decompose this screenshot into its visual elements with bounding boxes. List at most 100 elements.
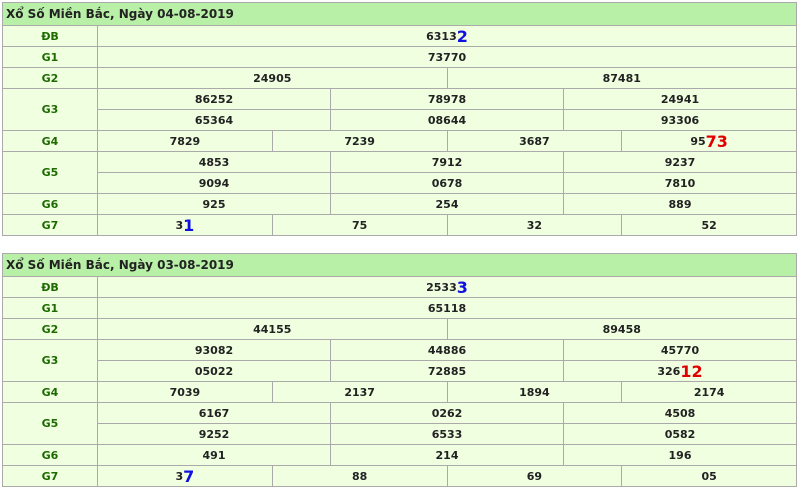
number-head: 3 <box>175 469 184 483</box>
number: 2137 <box>271 382 447 402</box>
prize-numbers: 86252 78978 24941 65364 08644 93306 <box>98 89 796 130</box>
prize-row: G5 6167 0262 4508 9252 6533 0582 <box>3 403 796 445</box>
number: 75 <box>271 215 447 235</box>
prize-label: G4 <box>3 131 98 151</box>
number-row: 7829 7239 3687 95 73 <box>98 131 796 151</box>
number-tail: 1 <box>183 215 195 235</box>
prize-label: G6 <box>3 445 98 465</box>
number: 65118 <box>427 301 467 315</box>
number: 08644 <box>330 110 563 130</box>
number-row: 24905 87481 <box>98 68 796 88</box>
number-row: 44155 89458 <box>98 319 796 339</box>
number-row: 491 214 196 <box>98 445 796 465</box>
prize-row: ĐB 2533 3 <box>3 277 796 298</box>
table-title: Xổ Số Miền Bắc, Ngày 04-08-2019 <box>3 3 796 26</box>
prize-numbers: 4853 7912 9237 9094 0678 7810 <box>98 152 796 193</box>
number-tail: 2 <box>456 26 468 46</box>
number: 7912 <box>330 152 563 172</box>
number: 05022 <box>194 364 234 378</box>
number: 44155 <box>253 322 292 336</box>
number: 254 <box>330 194 563 214</box>
prize-label: G1 <box>3 298 98 318</box>
number: 214 <box>330 445 563 465</box>
number-head: 3 <box>175 218 184 232</box>
number-row: 73770 <box>98 47 796 67</box>
number: 6167 <box>198 406 230 420</box>
number-row: 9252 6533 0582 <box>98 423 796 444</box>
number-row: 3 1 75 32 52 <box>98 215 796 235</box>
number-head: 95 <box>690 134 706 148</box>
prize-label: G4 <box>3 382 98 402</box>
number: 9094 <box>198 176 230 190</box>
number: 4508 <box>563 403 796 423</box>
number: 72885 <box>330 361 563 381</box>
number: 7810 <box>563 173 796 193</box>
number: 88 <box>271 466 447 486</box>
number: 7829 <box>169 134 201 148</box>
prize-row: G3 93082 44886 45770 05022 72885 326 12 <box>3 340 796 382</box>
prize-label: G2 <box>3 68 98 88</box>
prize-numbers: 44155 89458 <box>98 319 796 339</box>
prize-row: G7 3 1 75 32 52 <box>3 215 796 235</box>
number-row: 3 7 88 69 05 <box>98 466 796 486</box>
number-tail: 7 <box>183 466 195 486</box>
number-row: 6167 0262 4508 <box>98 403 796 423</box>
number: 889 <box>563 194 796 214</box>
number: 52 <box>621 215 796 235</box>
prize-numbers: 24905 87481 <box>98 68 796 88</box>
prize-numbers: 3 1 75 32 52 <box>98 215 796 235</box>
number: 44886 <box>330 340 563 360</box>
prize-label: G1 <box>3 47 98 67</box>
number: 24905 <box>253 71 292 85</box>
number-row: 65118 <box>98 298 796 318</box>
results-table: Xổ Số Miền Bắc, Ngày 04-08-2019 ĐB 6313 2 G1… <box>2 2 797 236</box>
prize-row: G7 3 7 88 69 05 <box>3 466 796 486</box>
number: 32 <box>446 215 622 235</box>
prize-numbers: 7039 2137 1894 2174 <box>98 382 796 402</box>
number: 9237 <box>563 152 796 172</box>
number: 196 <box>563 445 796 465</box>
prize-row: G6 491 214 196 <box>3 445 796 466</box>
number: 925 <box>202 197 226 211</box>
prize-numbers: 491 214 196 <box>98 445 796 465</box>
number: 45770 <box>563 340 796 360</box>
prize-row: G1 73770 <box>3 47 796 68</box>
number-head: 2533 <box>426 280 457 294</box>
number-row: 05022 72885 326 12 <box>98 360 796 381</box>
prize-label: G5 <box>3 403 98 444</box>
number-row: 93082 44886 45770 <box>98 340 796 360</box>
number: 1894 <box>446 382 622 402</box>
number: 491 <box>202 448 226 462</box>
number: 2174 <box>621 382 796 402</box>
prize-label: G3 <box>3 340 98 381</box>
number: 0678 <box>330 173 563 193</box>
prize-row: G3 86252 78978 24941 65364 08644 93306 <box>3 89 796 131</box>
number-row: 925 254 889 <box>98 194 796 214</box>
number: 7239 <box>271 131 447 151</box>
prize-label: ĐB <box>3 26 98 46</box>
results-table: Xổ Số Miền Bắc, Ngày 03-08-2019 ĐB 2533 3 G1… <box>2 253 797 487</box>
number: 7039 <box>169 385 201 399</box>
number: 6533 <box>330 424 563 444</box>
number-head: 326 <box>657 364 681 378</box>
number: 0582 <box>563 424 796 444</box>
prize-label: G6 <box>3 194 98 214</box>
number: 95 73 <box>621 131 796 151</box>
prize-label: G2 <box>3 319 98 339</box>
prize-row: G2 24905 87481 <box>3 68 796 89</box>
prize-row: G1 65118 <box>3 298 796 319</box>
number: 326 12 <box>563 361 796 381</box>
prize-row: G5 4853 7912 9237 9094 0678 7810 <box>3 152 796 194</box>
number-row: 2533 3 <box>98 277 796 297</box>
number: 69 <box>446 466 622 486</box>
number-row: 7039 2137 1894 2174 <box>98 382 796 402</box>
number: 86252 <box>194 92 234 106</box>
prize-numbers: 2533 3 <box>98 277 796 297</box>
prize-numbers: 925 254 889 <box>98 194 796 214</box>
number: 73770 <box>427 50 467 64</box>
number-tail: 3 <box>456 277 468 297</box>
number-head: 6313 <box>426 29 457 43</box>
